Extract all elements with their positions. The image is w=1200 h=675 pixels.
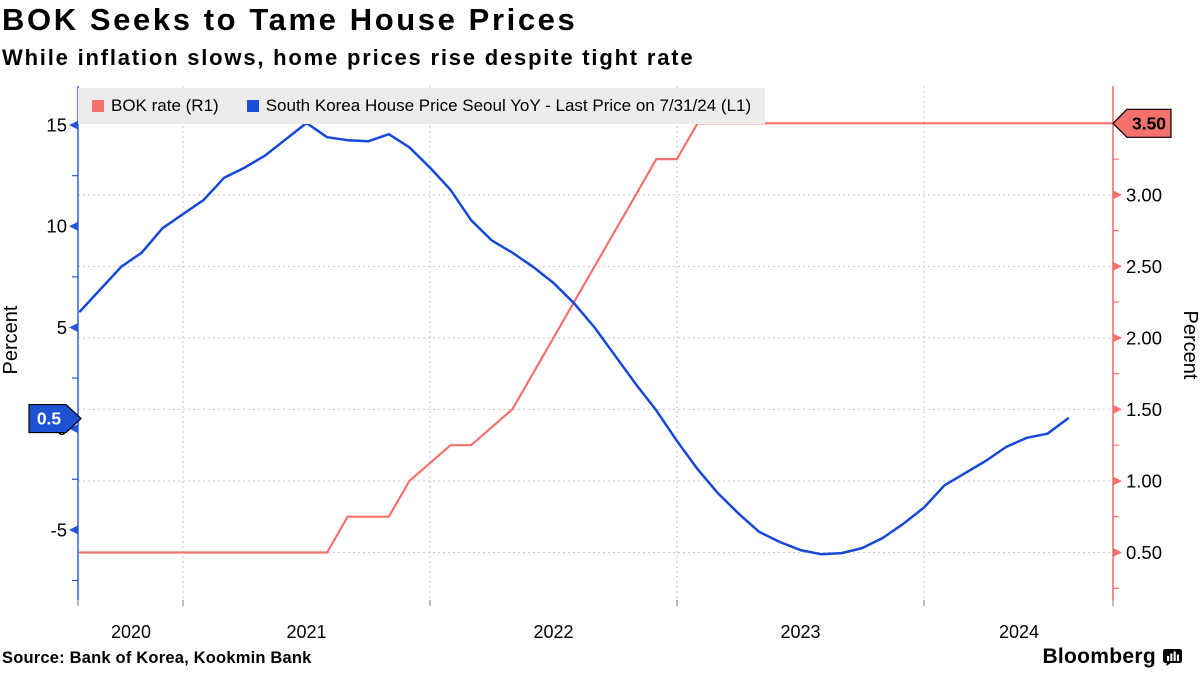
legend-label: BOK rate (R1): [111, 96, 219, 115]
left-major-tick: [69, 525, 78, 535]
page-subtitle: While inflation slows, home prices rise …: [2, 45, 695, 70]
right-axis-title: Percent: [1179, 311, 1200, 380]
right-tick-label: 3.00: [1126, 184, 1162, 205]
red-series-swatch-icon: [92, 100, 104, 112]
left-tick-label: 5: [57, 317, 67, 338]
right-tick-label: 2.50: [1126, 256, 1162, 277]
house-price-line: [78, 121, 1070, 556]
left-tick-label: 15: [46, 115, 67, 136]
right-major-tick: [1113, 261, 1122, 271]
x-tick-label: 2022: [533, 622, 573, 642]
right-tick-label: 0.50: [1126, 542, 1162, 563]
x-tick-label: 2021: [286, 622, 326, 642]
left-axis-title: Percent: [0, 305, 22, 374]
x-tick-label: 2024: [999, 622, 1039, 642]
bloomberg-bars-icon: [1163, 648, 1182, 666]
right-tick-label: 1.00: [1126, 470, 1162, 491]
right-axis-labels: 3.00 2.50 2.00 1.50 1.00 0.50: [1126, 184, 1162, 563]
x-tick-label: 2023: [780, 622, 820, 642]
axis-ticks: [69, 120, 1122, 606]
chart-legend: BOK rate (R1) South Korea House Price Se…: [78, 88, 766, 124]
left-major-tick: [69, 424, 78, 434]
right-major-tick: [1113, 333, 1122, 343]
left-axis-labels: 15 10 5 0 -5: [46, 115, 67, 541]
blue-last-price-tag: 0.5: [28, 403, 82, 434]
axis-lines: [77, 86, 1114, 600]
left-major-tick: [69, 322, 78, 332]
left-major-tick: [69, 221, 78, 231]
x-tick-label: 2020: [111, 622, 151, 642]
gridlines: [78, 86, 1113, 600]
right-major-tick: [1113, 190, 1122, 200]
left-tick-label: -5: [51, 519, 67, 540]
right-major-tick: [1113, 404, 1122, 414]
red-last-price-tag: 3.50: [1112, 108, 1172, 138]
blue-tag-value: 0.5: [37, 409, 62, 429]
left-major-tick: [69, 120, 78, 130]
right-tick-label: 1.50: [1126, 399, 1162, 420]
x-axis-labels: 2020 2021 2022 2023 2024: [111, 622, 1039, 642]
blue-series-swatch-icon: [246, 100, 259, 112]
blue-tag-shape: [28, 403, 82, 434]
left-tick-label: 10: [46, 216, 67, 237]
page-title: BOK Seeks to Tame House Prices: [2, 2, 578, 37]
right-tick-label: 2.00: [1126, 327, 1162, 348]
bloomberg-wordmark: Bloomberg: [1042, 645, 1156, 668]
right-major-tick: [1113, 547, 1122, 557]
red-tag-shape: [1112, 108, 1172, 138]
bok-rate-line: [78, 122, 1115, 554]
legend-item-bok-rate: BOK rate (R1): [92, 96, 219, 116]
red-tag-value: 3.50: [1132, 113, 1166, 133]
legend-item-house-price: South Korea House Price Seoul YoY - Last…: [246, 96, 752, 116]
right-major-tick: [1113, 476, 1122, 486]
series-lines: [78, 121, 1115, 556]
legend-label: South Korea House Price Seoul YoY - Last…: [265, 96, 752, 115]
bloomberg-brand: Bloomberg: [1042, 645, 1182, 669]
source-note: Source: Bank of Korea, Kookmin Bank: [2, 649, 312, 667]
